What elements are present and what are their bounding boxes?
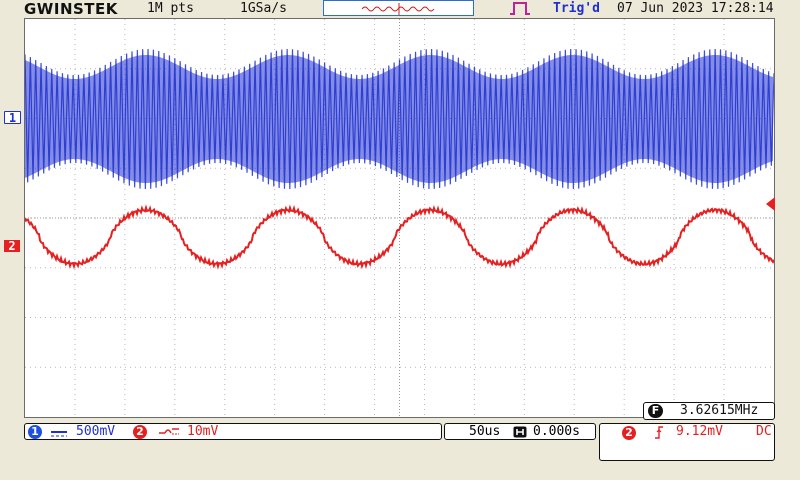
horizontal-position-value: 0.000s: [533, 424, 580, 439]
trigger-level-value: 9.12mV: [676, 424, 723, 439]
trigger-source-badge: 2: [622, 426, 636, 440]
ac-coupling-icon: [159, 426, 179, 442]
waveform-canvas: [25, 19, 774, 417]
frequency-badge: F: [648, 404, 663, 418]
trigger-level-marker[interactable]: [765, 196, 775, 215]
frequency-value: 3.62615MHz: [680, 403, 759, 418]
ch1-ground-marker[interactable]: 1: [4, 111, 21, 124]
channel-status-box[interactable]: 1 500mV 2 10mV: [24, 423, 442, 440]
ch1-envelope: [25, 55, 773, 183]
timebase-status-box[interactable]: 50us 0.000s: [444, 423, 596, 440]
date-time: 07 Jun 2023 17:28:14: [617, 1, 774, 16]
frequency-measurement: F 3.62615MHz: [643, 402, 775, 420]
dc-coupling-icon: [51, 427, 67, 442]
ch2-trace: [25, 204, 774, 270]
trigger-coupling: DC: [756, 424, 772, 439]
waveform-display: [24, 18, 775, 418]
ch2-scale: 10mV: [187, 424, 219, 439]
memory-position-icon[interactable]: [323, 0, 474, 16]
record-length: 1M pts: [147, 1, 194, 16]
trigger-status-box[interactable]: 2 9.12mV DC: [599, 423, 775, 461]
ch1-badge: 1: [28, 425, 42, 439]
top-status-bar: GWINSTEK 1M pts 1GSa/s Trig'd 07 Jun 202…: [0, 0, 800, 29]
ch2-badge: 2: [133, 425, 147, 439]
trigger-status: Trig'd: [553, 1, 600, 16]
brand-logo: GWINSTEK: [24, 0, 118, 18]
horizontal-position-icon: [513, 426, 527, 442]
pulse-trigger-icon: [508, 0, 532, 16]
timebase-value: 50us: [469, 424, 501, 439]
ch1-scale: 500mV: [76, 424, 116, 439]
rising-edge-icon: [654, 426, 664, 443]
sample-rate: 1GSa/s: [240, 1, 287, 16]
ch2-ground-marker[interactable]: 2: [4, 240, 20, 252]
